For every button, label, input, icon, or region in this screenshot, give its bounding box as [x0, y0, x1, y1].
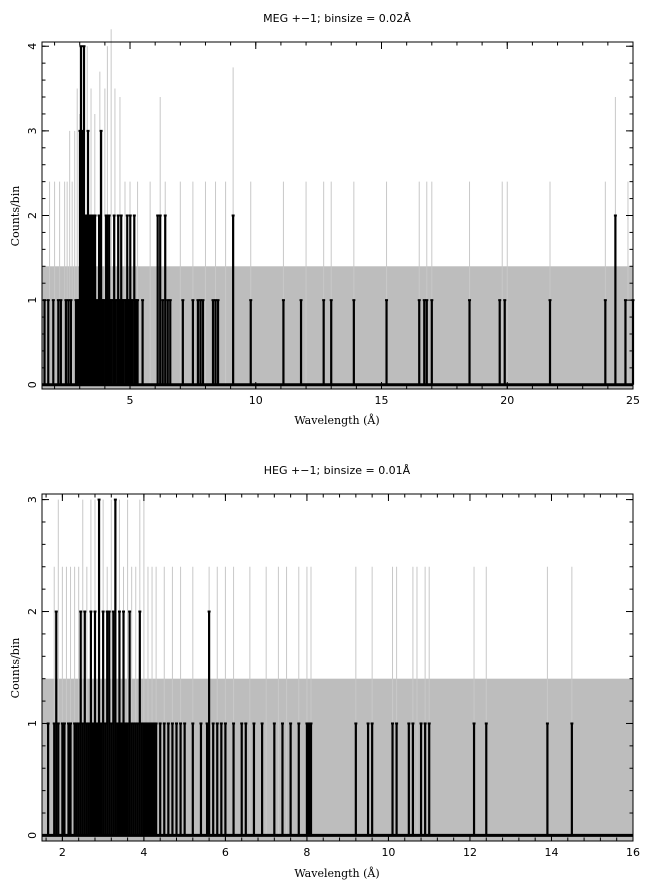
- meg-x-axis-label: Wavelength (Å): [294, 413, 379, 427]
- meg-model-band: [42, 266, 633, 389]
- meg-panel: MEG +−1; binsize = 0.02Å Wavelength (Å) …: [9, 12, 640, 427]
- heg-y-axis-label: Counts/bin: [9, 638, 22, 699]
- heg-x-axis-label: Wavelength (Å): [294, 866, 379, 880]
- heg-plot-frame: [41, 493, 634, 842]
- heg-x-tick-label: 10: [381, 846, 395, 859]
- heg-y-tick-label: 1: [26, 720, 39, 727]
- heg-x-tick-label: 8: [303, 846, 310, 859]
- heg-x-tick-label: 16: [626, 846, 640, 859]
- heg-x-tick-label: 14: [544, 846, 558, 859]
- meg-x-tick-label: 15: [375, 394, 389, 407]
- heg-chart-title: HEG +−1; binsize = 0.01Å: [264, 464, 411, 477]
- heg-y-tick-label: 2: [26, 608, 39, 615]
- meg-y-tick-label: 0: [26, 381, 39, 388]
- heg-x-tick-label: 2: [59, 846, 66, 859]
- heg-x-tick-label: 4: [140, 846, 147, 859]
- meg-y-tick-label: 3: [26, 127, 39, 134]
- meg-x-tick-label: 10: [249, 394, 263, 407]
- meg-chart-title: MEG +−1; binsize = 0.02Å: [263, 12, 411, 25]
- heg-x-tick-label: 6: [222, 846, 229, 859]
- heg-y-tick-label: 0: [26, 832, 39, 839]
- meg-x-tick-label: 25: [626, 394, 640, 407]
- heg-x-tick-label: 12: [463, 846, 477, 859]
- meg-y-tick-label: 1: [26, 297, 39, 304]
- meg-x-tick-label: 5: [127, 394, 134, 407]
- meg-y-tick-label: 4: [26, 43, 39, 50]
- meg-plot-area: 5 10 15 20 25 0 1 2 3 4: [26, 29, 640, 407]
- meg-x-tick-label: 20: [500, 394, 514, 407]
- meg-y-tick-label: 2: [26, 212, 39, 219]
- heg-panel: HEG +−1; binsize = 0.01Å Wavelength (Å) …: [9, 464, 640, 880]
- heg-y-tick-label: 3: [26, 496, 39, 503]
- meg-y-axis-label: Counts/bin: [9, 186, 22, 247]
